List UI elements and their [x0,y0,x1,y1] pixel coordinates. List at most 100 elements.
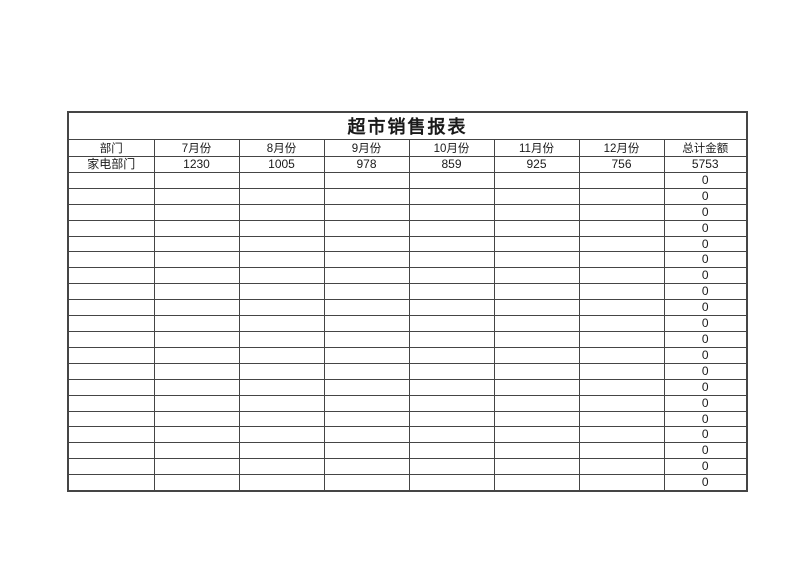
total-cell: 0 [663,283,748,301]
table-row: 0 [67,426,748,444]
report-title: 超市销售报表 [67,111,748,140]
month-value-cell [323,442,410,460]
total-cell: 0 [663,219,748,237]
month-value-cell [238,283,325,301]
month-value-cell [323,330,410,348]
month-value-cell [578,426,665,444]
month-value-cell [323,219,410,237]
month-value-cell [238,219,325,237]
department-cell [67,474,155,492]
total-cell: 0 [663,458,748,476]
month-value-cell [238,346,325,364]
department-cell [67,235,155,253]
month-value-cell [238,299,325,317]
month-value-cell [578,442,665,460]
month-value-cell [323,474,410,492]
total-cell: 0 [663,315,748,332]
month-value-cell [153,426,240,444]
month-value-cell [323,426,410,444]
month-value-cell [153,410,240,428]
department-cell [67,299,155,317]
month-value-cell [493,203,580,221]
total-cell: 0 [663,426,748,444]
table-row: 0 [67,187,748,205]
table-body: 家电部门 1230 1005 978 859 925 756 5753 0 0 0 0 0 0 0 0 0 0 0 0… [67,156,748,492]
month-value-cell [408,378,495,396]
month-value-cell [153,251,240,269]
month-value-cell [238,378,325,396]
month-value-cell [323,171,410,189]
month-value-cell [408,251,495,269]
month-value-cell [323,362,410,380]
month-value-cell [408,267,495,285]
month-value-cell [408,219,495,237]
month-value-cell [408,171,495,189]
table-row: 0 [67,315,748,332]
month-value-cell: 1230 [153,156,240,173]
month-value-cell [493,426,580,444]
total-cell: 0 [663,267,748,285]
month-value-cell [493,299,580,317]
month-value-cell [153,362,240,380]
department-cell [67,315,155,332]
month-value-cell [323,251,410,269]
month-value-cell [323,283,410,301]
month-value-cell [153,330,240,348]
month-value-cell [578,267,665,285]
month-value-cell [408,426,495,444]
month-value-cell [493,315,580,332]
month-value-cell [238,187,325,205]
month-value-cell [493,267,580,285]
month-value-cell [493,442,580,460]
month-value-cell [493,283,580,301]
department-cell [67,267,155,285]
month-value-cell [408,458,495,476]
total-cell: 0 [663,235,748,253]
month-value-cell [153,283,240,301]
total-cell: 0 [663,442,748,460]
month-value-cell [153,442,240,460]
month-value-cell [408,410,495,428]
month-value-cell [153,299,240,317]
month-value-cell [153,267,240,285]
column-header: 10月份 [408,139,495,157]
total-cell: 0 [663,378,748,396]
department-cell [67,283,155,301]
month-value-cell [408,442,495,460]
column-header: 9月份 [323,139,410,157]
month-value-cell [493,251,580,269]
month-value-cell [323,315,410,332]
month-value-cell [238,330,325,348]
department-cell [67,442,155,460]
column-header: 总计金额 [663,139,748,157]
month-value-cell [493,219,580,237]
department-cell [67,219,155,237]
department-cell [67,426,155,444]
month-value-cell [493,187,580,205]
month-value-cell [408,203,495,221]
month-value-cell [238,251,325,269]
month-value-cell [578,251,665,269]
month-value-cell [493,171,580,189]
month-value-cell [578,362,665,380]
month-value-cell [323,299,410,317]
table-row: 0 [67,410,748,428]
department-cell [67,330,155,348]
table-row: 0 [67,283,748,301]
column-header: 12月份 [578,139,665,157]
department-cell [67,171,155,189]
total-cell: 0 [663,330,748,348]
title-row: 超市销售报表 [67,111,748,140]
month-value-cell [238,442,325,460]
month-value-cell [153,171,240,189]
month-value-cell [408,299,495,317]
month-value-cell [323,267,410,285]
department-cell [67,203,155,221]
month-value-cell [493,458,580,476]
table-row: 0 [67,474,748,492]
month-value-cell [578,378,665,396]
month-value-cell [153,235,240,253]
month-value-cell [153,458,240,476]
month-value-cell [153,394,240,412]
table-row: 0 [67,362,748,380]
